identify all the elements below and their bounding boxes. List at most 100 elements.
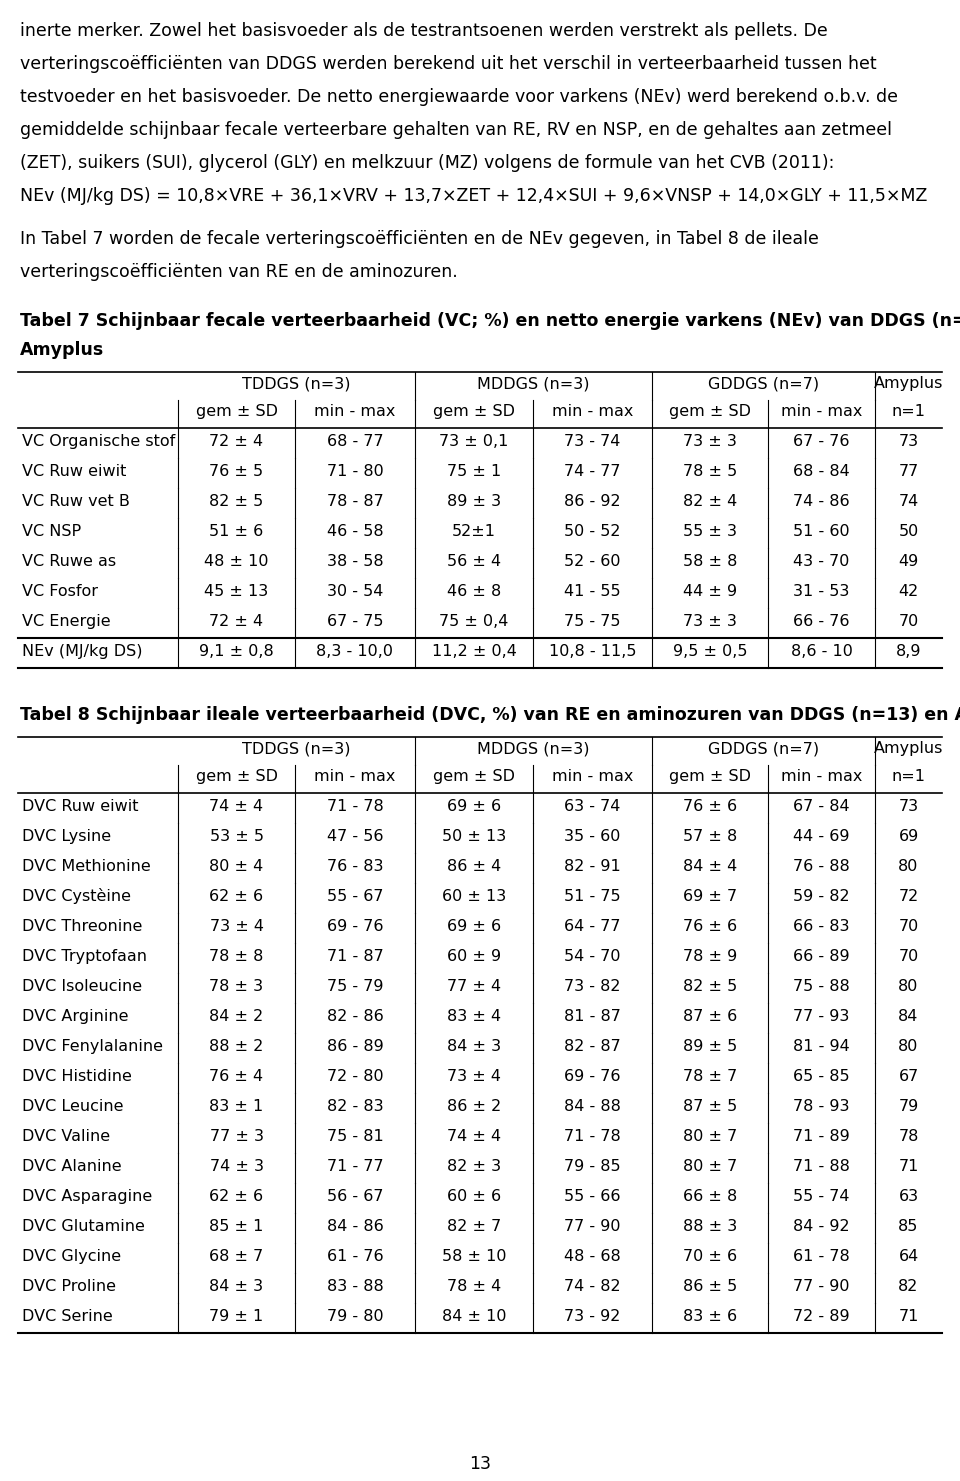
- Text: 63: 63: [899, 1189, 919, 1204]
- Text: VC Ruw vet B: VC Ruw vet B: [22, 495, 130, 509]
- Text: 82 - 87: 82 - 87: [564, 1040, 621, 1054]
- Text: DVC Proline: DVC Proline: [22, 1280, 116, 1294]
- Text: DVC Methionine: DVC Methionine: [22, 859, 151, 874]
- Text: 80: 80: [899, 1040, 919, 1054]
- Text: 84 ± 3: 84 ± 3: [447, 1040, 501, 1054]
- Text: 51 - 60: 51 - 60: [793, 524, 850, 539]
- Text: 50: 50: [899, 524, 919, 539]
- Text: (ZET), suikers (SUI), glycerol (GLY) en melkzuur (MZ) volgens de formule van het: (ZET), suikers (SUI), glycerol (GLY) en …: [20, 154, 834, 172]
- Text: 76 ± 4: 76 ± 4: [209, 1069, 264, 1084]
- Text: 69 - 76: 69 - 76: [326, 920, 383, 935]
- Text: gem ± SD: gem ± SD: [433, 769, 515, 785]
- Text: 74 ± 4: 74 ± 4: [209, 800, 264, 815]
- Text: 77 - 90: 77 - 90: [564, 1219, 621, 1234]
- Text: GDDGS (n=7): GDDGS (n=7): [708, 376, 819, 391]
- Text: 73 ± 3: 73 ± 3: [684, 615, 737, 629]
- Text: DVC Glycine: DVC Glycine: [22, 1248, 121, 1263]
- Text: 83 ± 6: 83 ± 6: [683, 1309, 737, 1324]
- Text: 85: 85: [899, 1219, 919, 1234]
- Text: 82 ± 3: 82 ± 3: [447, 1160, 501, 1174]
- Text: 78: 78: [899, 1129, 919, 1143]
- Text: 79: 79: [899, 1099, 919, 1114]
- Text: 81 - 87: 81 - 87: [564, 1009, 621, 1023]
- Text: 53 ± 5: 53 ± 5: [209, 829, 263, 844]
- Text: 82 ± 5: 82 ± 5: [683, 979, 737, 994]
- Text: 73 - 92: 73 - 92: [564, 1309, 621, 1324]
- Text: 81 - 94: 81 - 94: [793, 1040, 850, 1054]
- Text: 78 - 93: 78 - 93: [793, 1099, 850, 1114]
- Text: 50 ± 13: 50 ± 13: [442, 829, 506, 844]
- Text: MDDGS (n=3): MDDGS (n=3): [477, 742, 589, 757]
- Text: 75 ± 0,4: 75 ± 0,4: [440, 615, 509, 629]
- Text: 72 - 80: 72 - 80: [326, 1069, 383, 1084]
- Text: 70: 70: [899, 949, 919, 964]
- Text: 63 - 74: 63 - 74: [564, 800, 621, 815]
- Text: 55 - 66: 55 - 66: [564, 1189, 621, 1204]
- Text: 55 - 67: 55 - 67: [326, 889, 383, 903]
- Text: DVC Cystèine: DVC Cystèine: [22, 889, 131, 905]
- Text: 56 ± 4: 56 ± 4: [447, 554, 501, 569]
- Text: 76 ± 5: 76 ± 5: [209, 464, 264, 478]
- Text: 55 - 74: 55 - 74: [793, 1189, 850, 1204]
- Text: inerte merker. Zowel het basisvoeder als de testrantsoenen werden verstrekt als : inerte merker. Zowel het basisvoeder als…: [20, 22, 828, 40]
- Text: 79 ± 1: 79 ± 1: [209, 1309, 264, 1324]
- Text: 80: 80: [899, 859, 919, 874]
- Text: 71 - 77: 71 - 77: [326, 1160, 383, 1174]
- Text: 51 ± 6: 51 ± 6: [209, 524, 264, 539]
- Text: min - max: min - max: [552, 404, 634, 419]
- Text: 84 ± 4: 84 ± 4: [683, 859, 737, 874]
- Text: NEv (MJ/kg DS) = 10,8×VRE + 36,1×VRV + 13,7×ZET + 12,4×SUI + 9,6×VNSP + 14,0×GLY: NEv (MJ/kg DS) = 10,8×VRE + 36,1×VRV + 1…: [20, 187, 927, 204]
- Text: 69 ± 7: 69 ± 7: [683, 889, 737, 903]
- Text: 77: 77: [899, 464, 919, 478]
- Text: 52 - 60: 52 - 60: [564, 554, 621, 569]
- Text: 89 ± 3: 89 ± 3: [447, 495, 501, 509]
- Text: Tabel 8 Schijnbaar ileale verteerbaarheid (DVC, %) van RE en aminozuren van DDGS: Tabel 8 Schijnbaar ileale verteerbaarhei…: [20, 706, 960, 724]
- Text: 75 - 88: 75 - 88: [793, 979, 850, 994]
- Text: 66 - 89: 66 - 89: [793, 949, 850, 964]
- Text: 64: 64: [899, 1248, 919, 1263]
- Text: 46 - 58: 46 - 58: [326, 524, 383, 539]
- Text: 76 ± 6: 76 ± 6: [683, 800, 737, 815]
- Text: 73 - 82: 73 - 82: [564, 979, 621, 994]
- Text: 76 - 83: 76 - 83: [326, 859, 383, 874]
- Text: gem ± SD: gem ± SD: [669, 769, 751, 785]
- Text: 56 - 67: 56 - 67: [326, 1189, 383, 1204]
- Text: 61 - 76: 61 - 76: [326, 1248, 383, 1263]
- Text: 65 - 85: 65 - 85: [793, 1069, 850, 1084]
- Text: VC Organische stof: VC Organische stof: [22, 434, 176, 449]
- Text: 74: 74: [899, 495, 919, 509]
- Text: 83 ± 1: 83 ± 1: [209, 1099, 264, 1114]
- Text: min - max: min - max: [314, 769, 396, 785]
- Text: 77 ± 3: 77 ± 3: [209, 1129, 263, 1143]
- Text: 79 - 85: 79 - 85: [564, 1160, 621, 1174]
- Text: 86 - 89: 86 - 89: [326, 1040, 383, 1054]
- Text: 74 ± 3: 74 ± 3: [209, 1160, 263, 1174]
- Text: 49: 49: [899, 554, 919, 569]
- Text: 75 - 79: 75 - 79: [326, 979, 383, 994]
- Text: MDDGS (n=3): MDDGS (n=3): [477, 376, 589, 391]
- Text: 74 - 82: 74 - 82: [564, 1280, 621, 1294]
- Text: 73 ± 0,1: 73 ± 0,1: [440, 434, 509, 449]
- Text: 73 ± 3: 73 ± 3: [684, 434, 737, 449]
- Text: VC Energie: VC Energie: [22, 615, 110, 629]
- Text: 67 - 76: 67 - 76: [793, 434, 850, 449]
- Text: 9,1 ± 0,8: 9,1 ± 0,8: [199, 644, 274, 659]
- Text: 78 ± 8: 78 ± 8: [209, 949, 264, 964]
- Text: 75 ± 1: 75 ± 1: [446, 464, 501, 478]
- Text: 11,2 ± 0,4: 11,2 ± 0,4: [432, 644, 516, 659]
- Text: 60 ± 6: 60 ± 6: [447, 1189, 501, 1204]
- Text: Amyplus: Amyplus: [874, 376, 943, 391]
- Text: gem ± SD: gem ± SD: [669, 404, 751, 419]
- Text: 72 ± 4: 72 ± 4: [209, 615, 264, 629]
- Text: DVC Serine: DVC Serine: [22, 1309, 112, 1324]
- Text: testvoeder en het basisvoeder. De netto energiewaarde voor varkens (NEv) werd be: testvoeder en het basisvoeder. De netto …: [20, 87, 898, 107]
- Text: 89 ± 5: 89 ± 5: [683, 1040, 737, 1054]
- Text: 43 - 70: 43 - 70: [793, 554, 850, 569]
- Text: 74 ± 4: 74 ± 4: [447, 1129, 501, 1143]
- Text: 71 - 87: 71 - 87: [326, 949, 383, 964]
- Text: DVC Fenylalanine: DVC Fenylalanine: [22, 1040, 163, 1054]
- Text: 88 ± 2: 88 ± 2: [209, 1040, 264, 1054]
- Text: 68 ± 7: 68 ± 7: [209, 1248, 264, 1263]
- Text: 70 ± 6: 70 ± 6: [683, 1248, 737, 1263]
- Text: 80 ± 4: 80 ± 4: [209, 859, 264, 874]
